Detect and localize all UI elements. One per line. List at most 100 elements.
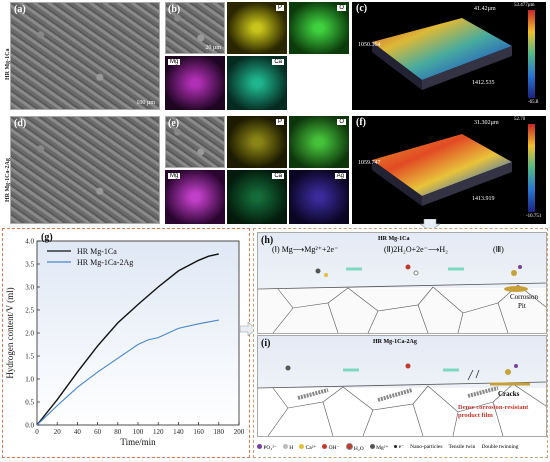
x-tick-label: 80 <box>114 428 122 436</box>
top-figure-block: (a) 100 µm HR Mg-1Ca (b) 20 µm P O Mg Ca… <box>2 2 548 226</box>
topography-map-f: (f) 31.302µm 52.70 1059.747 1413.919 -10… <box>352 116 546 224</box>
element-label-ag-2: Ag <box>334 173 346 179</box>
eds-map-ca-2: Ca <box>227 170 287 224</box>
x-tick-label: 20 <box>54 428 62 436</box>
topo-c-xval: 1050.364 <box>358 42 381 48</box>
topo-f-zval: 52.70 <box>514 117 526 122</box>
hydrogen-chart: 0 20 40 60 80 100 120 140 160 180 200 0.0 0.5 1.0 1.5 2… <box>5 232 245 447</box>
x-tick-label: 40 <box>74 428 82 436</box>
grain-structure-i <box>258 363 546 436</box>
label-film: Dense corrosion-resistant product film <box>458 404 529 419</box>
schematic-i-subtitle: HR Mg-1Ca-2Ag <box>373 339 417 345</box>
down-arrow <box>419 218 441 232</box>
topography-map-c: (c) 41.42µm 53.477µm 1050.364 1412.535 -… <box>352 2 546 110</box>
row-label-1: HR Mg-1Ca <box>5 48 11 81</box>
schematic-block: (h) HR Mg-1Ca (Ⅰ) Mg⟶Mg²⁺+2e⁻ (Ⅱ)2H₂O+2e… <box>253 228 548 458</box>
legend-oh: OH⁻ <box>322 443 340 451</box>
element-label-p-2: P <box>275 119 284 125</box>
topo-c-zmin: -65.8 <box>528 100 539 105</box>
x-tick-label: 180 <box>214 428 225 436</box>
topo-f-yval: 1413.919 <box>472 196 495 202</box>
panel-tag-h: (h) <box>261 235 274 246</box>
panel-tag-i: (i) <box>261 338 271 349</box>
legend-h: H <box>282 443 293 451</box>
panel-tag-b: (b) <box>168 4 181 15</box>
x-tick-label: 140 <box>173 428 184 436</box>
legend-label-1: HR Mg-1Ca <box>77 247 117 256</box>
y-tick-label: 3.0 <box>25 284 34 292</box>
topography-surface-f <box>372 124 535 212</box>
element-label-o-2: O <box>337 119 346 125</box>
row-label-2: HR Mg-1Ca-2Ag <box>5 158 11 202</box>
element-label-ca-1: Ca <box>272 59 284 65</box>
step-1: (Ⅰ) Mg⟶Mg²⁺+2e⁻ <box>272 245 339 254</box>
element-label-mg-2: Mg <box>168 173 181 179</box>
legend-nano: Nano-particles <box>410 444 443 450</box>
schematic-h: (h) HR Mg-1Ca (Ⅰ) Mg⟶Mg²⁺+2e⁻ (Ⅱ)2H₂O+2e… <box>257 232 547 334</box>
eds-map-ag-2: Ag <box>289 170 349 224</box>
eds-map-p-2: P <box>227 116 287 168</box>
scale-bar-label-b: 20 µm <box>205 45 221 51</box>
schematic-legend: PO₄³⁻ H Ca²⁺ OH⁻ H₂O Mg²⁺ e⁻ Nano-partic… <box>257 439 545 455</box>
legend-double: Double twinning <box>481 444 519 450</box>
series-line-1 <box>36 253 219 426</box>
label-cracks: Cracks <box>498 390 520 398</box>
y-tick-label: 2.0 <box>25 330 34 338</box>
element-label-p-1: P <box>275 5 284 11</box>
y-tick-label: 0.5 <box>25 399 34 407</box>
y-tick-label: 1.0 <box>25 376 34 384</box>
y-tick-label: 2.5 <box>25 307 34 315</box>
topography-surface-c <box>372 10 535 98</box>
topo-f-ztop: 31.302µm <box>474 120 499 126</box>
sem-image-d: (d) <box>10 116 160 224</box>
x-tick-label: 200 <box>234 428 245 436</box>
y-axis-label: Hydrogen content/V (ml) <box>5 287 15 378</box>
x-tick-label: 160 <box>193 428 204 436</box>
label-pit: Pit <box>518 302 526 310</box>
element-label-mg-1: Mg <box>168 59 181 65</box>
legend-h2o: H₂O <box>345 442 364 452</box>
topo-c-ztop: 41.42µm <box>474 6 496 12</box>
label-corrosion: Corrosion <box>510 293 538 301</box>
panel-tag-d: (d) <box>14 118 27 129</box>
legend-e: e⁻ <box>394 444 404 450</box>
eds-map-mg-2: Mg <box>165 170 225 224</box>
y-tick-label: 4.0 <box>25 238 34 246</box>
eds-map-p-1: P <box>227 2 287 54</box>
panel-tag-g: (g) <box>41 232 53 243</box>
step-3: (Ⅲ) <box>493 245 504 254</box>
series-line-2 <box>36 319 219 426</box>
chart-panel-g: 0 20 40 60 80 100 120 140 160 180 200 0.0 0.5 1.0 1.5 2… <box>2 228 250 458</box>
x-tick-label: 100 <box>133 428 144 436</box>
element-label-o-1: O <box>337 5 346 11</box>
step-2: (Ⅱ)2H₂O+2e⁻⟶H₂ <box>384 245 448 254</box>
legend-label-2: HR Mg-1Ca-2Ag <box>77 258 133 267</box>
x-tick-label: 120 <box>153 428 164 436</box>
eds-map-mg-1: Mg <box>165 56 225 110</box>
x-tick-label: 60 <box>94 428 102 436</box>
legend-po4: PO₄³⁻ <box>257 443 277 451</box>
sem-image-a: (a) 100 µm <box>10 2 160 110</box>
eds-map-o-2: O <box>289 116 349 168</box>
topo-c-zval: 53.477µm <box>514 3 535 8</box>
grain-structure-h <box>258 264 546 333</box>
legend-tensile: Tensile twin <box>448 444 476 450</box>
panel-tag-c: (c) <box>356 3 368 14</box>
topo-f-xval: 1059.747 <box>358 160 381 166</box>
y-tick-label: 0.0 <box>25 422 34 430</box>
panel-tag-a: (a) <box>14 4 26 15</box>
schematic-i: (i) HR Mg-1Ca-2Ag Cracks Dense corrosion… <box>257 335 547 437</box>
y-tick-label: 1.5 <box>25 353 34 361</box>
y-tick-label: 3.5 <box>25 261 34 269</box>
topo-c-yval: 1412.535 <box>472 80 495 86</box>
panel-tag-e: (e) <box>168 118 180 129</box>
panel-tag-f: (f) <box>356 117 366 128</box>
legend-mg: Mg²⁺ <box>369 443 388 451</box>
schematic-h-subtitle: HR Mg-1Ca <box>378 236 410 242</box>
legend-ca: Ca²⁺ <box>299 443 316 451</box>
x-axis-label: Time/min <box>120 437 156 447</box>
x-tick-label: 0 <box>35 428 39 436</box>
sem-image-e: (e) <box>165 116 225 168</box>
right-arrow <box>239 321 257 337</box>
element-label-ca-2: Ca <box>272 173 284 179</box>
